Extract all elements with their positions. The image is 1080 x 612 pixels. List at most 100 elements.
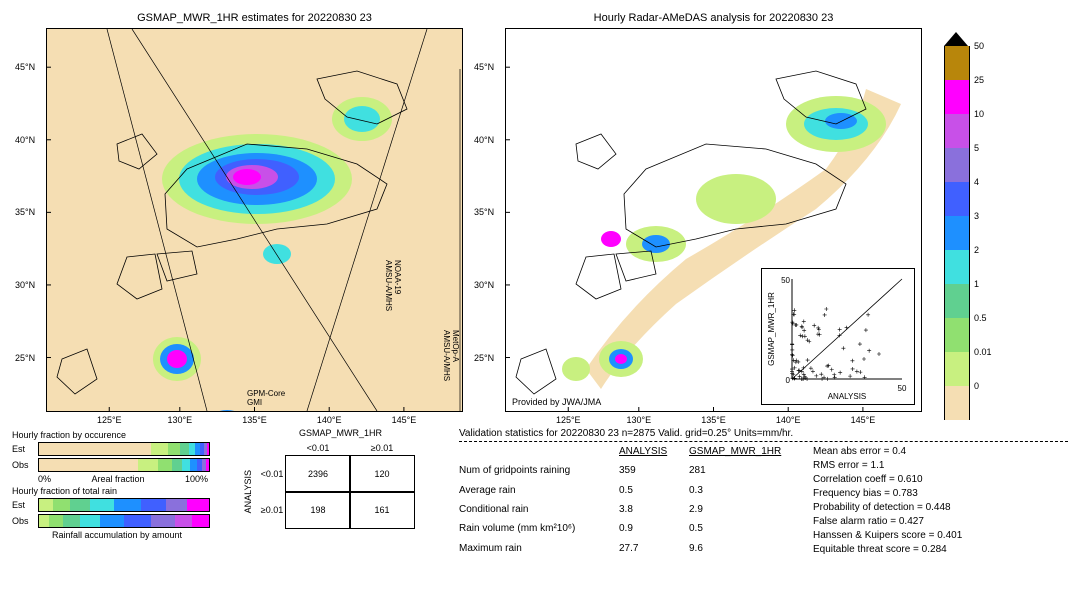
stats-metric: Equitable threat score = 0.284: [813, 544, 962, 555]
xtick-label: 145°E: [392, 415, 417, 425]
bottom-row: Hourly fraction by occurence Est Obs 0% …: [12, 428, 1068, 558]
ytick-label: 35°N: [15, 207, 35, 217]
ct-cell-01: 120: [349, 455, 415, 493]
right-map-title: Hourly Radar-AMeDAS analysis for 2022083…: [505, 12, 922, 24]
colorbar-tick: 2: [974, 245, 979, 255]
stats-cell: 0.5: [619, 485, 689, 500]
colorbar-arrow: [944, 32, 968, 46]
colorbar-tick: 25: [974, 75, 984, 85]
stats-col-header: ANALYSIS: [619, 446, 689, 461]
satellite-label: NOAA-19 AMSU-A/MHS: [384, 260, 402, 311]
colorbar-segment: [944, 216, 970, 250]
left-map-box: 45°N40°N35°N30°N25°N125°E130°E135°E140°E…: [46, 28, 463, 412]
bar-label-est: Est: [12, 444, 38, 454]
stats-cell: 281: [689, 465, 789, 480]
ytick-label: 45°N: [474, 62, 494, 72]
stats-cell: 0.3: [689, 485, 789, 500]
stats-col-header: GSMAP_MWR_1HR: [689, 446, 789, 461]
stats-cell: 27.7: [619, 543, 689, 558]
svg-text:0: 0: [786, 376, 791, 385]
ytick-label: 35°N: [474, 207, 494, 217]
ytick-label: 25°N: [15, 353, 35, 363]
ct-title: GSMAP_MWR_1HR: [238, 428, 443, 438]
xtick-label: 135°E: [242, 415, 267, 425]
stats-cell: 3.8: [619, 504, 689, 519]
ct-row-header-0: <0.01: [261, 469, 284, 479]
ct-col-header-1: ≥0.01: [371, 443, 393, 453]
stats-col-header: [459, 446, 619, 461]
colorbar-tick: 0.5: [974, 313, 987, 323]
colorbar-tick: 0.01: [974, 347, 992, 357]
stats-metric: Frequency bias = 0.783: [813, 488, 962, 499]
stats-header: Validation statistics for 20220830 23 n=…: [459, 428, 1068, 442]
xtick-label: 130°E: [167, 415, 192, 425]
stats-cell: 0.9: [619, 523, 689, 538]
colorbar-tick: 4: [974, 177, 979, 187]
ct-cell-00: 2396: [285, 455, 351, 493]
xtick-label: 145°E: [851, 415, 876, 425]
ytick-label: 30°N: [15, 280, 35, 290]
fraction-title-1: Hourly fraction by occurence: [12, 430, 222, 440]
svg-text:50: 50: [898, 384, 907, 393]
occ-est-bar: [38, 442, 210, 456]
colorbar-tick: 50: [974, 41, 984, 51]
right-map-box: 0 50 50 ANALYSIS GSMAP_MWR_1HR Provided …: [505, 28, 922, 412]
stats-table: ANALYSISGSMAP_MWR_1HRNum of gridpoints r…: [459, 446, 789, 558]
stats-metric: RMS error = 1.1: [813, 460, 962, 471]
stats-metric: Probability of detection = 0.448: [813, 502, 962, 513]
ct-row-header-1: ≥0.01: [261, 505, 283, 515]
ytick-label: 45°N: [15, 62, 35, 72]
stats-panel: Validation statistics for 20220830 23 n=…: [459, 428, 1068, 558]
xtick-label: 125°E: [556, 415, 581, 425]
stats-metric: Mean abs error = 0.4: [813, 446, 962, 457]
left-map-panel: GSMAP_MWR_1HR estimates for 20220830 23 …: [46, 12, 463, 420]
ytick-label: 40°N: [474, 135, 494, 145]
colorbar-tick: 10: [974, 109, 984, 119]
stats-cell: 2.9: [689, 504, 789, 519]
fraction-panel: Hourly fraction by occurence Est Obs 0% …: [12, 428, 222, 558]
ct-ylabel: ANALYSIS: [243, 470, 253, 513]
fraction-title-2: Hourly fraction of total rain: [12, 486, 222, 496]
scatter-svg: 0 50 50 ANALYSIS GSMAP_MWR_1HR: [762, 269, 912, 402]
xtick-label: 140°E: [776, 415, 801, 425]
stats-list: Mean abs error = 0.4 RMS error = 1.1 Corre…: [813, 446, 962, 558]
stats-metric: Correlation coeff = 0.610: [813, 474, 962, 485]
fraction-axis: 0% Areal fraction 100%: [38, 474, 208, 484]
scatter-inset: 0 50 50 ANALYSIS GSMAP_MWR_1HR: [761, 268, 915, 405]
colorbar: 502510543210.50.010: [944, 32, 968, 420]
stats-cell: Average rain: [459, 485, 619, 500]
ct-cell-10: 198: [285, 491, 351, 529]
colorbar-segment: [944, 318, 970, 352]
ytick-label: 30°N: [474, 280, 494, 290]
svg-text:50: 50: [781, 276, 790, 285]
stats-metric: False alarm ratio = 0.427: [813, 516, 962, 527]
colorbar-segment: [944, 182, 970, 216]
scatter-ylabel: GSMAP_MWR_1HR: [767, 292, 776, 366]
colorbar-segment: [944, 386, 970, 420]
right-map-panel: Hourly Radar-AMeDAS analysis for 2022083…: [505, 12, 922, 420]
stats-cell: Maximum rain: [459, 543, 619, 558]
colorbar-segment: [944, 114, 970, 148]
left-map-title: GSMAP_MWR_1HR estimates for 20220830 23: [46, 12, 463, 24]
colorbar-segment: [944, 46, 970, 80]
scatter-xlabel: ANALYSIS: [828, 392, 867, 401]
contingency-panel: GSMAP_MWR_1HR <0.01 ≥0.01 ANALYSIS <0.01…: [238, 428, 443, 558]
colorbar-segment: [944, 284, 970, 318]
rain-obs-bar: [38, 514, 210, 528]
xtick-label: 125°E: [97, 415, 122, 425]
stats-cell: Rain volume (mm km²10⁶): [459, 523, 619, 538]
ct-col-header-0: <0.01: [307, 443, 330, 453]
satellite-label: MetOp-A AMSU-A/MHS: [442, 330, 460, 381]
left-map-svg: [47, 29, 462, 411]
stats-metric: Hanssen & Kuipers score = 0.401: [813, 530, 962, 541]
colorbar-tick: 5: [974, 143, 979, 153]
stats-cell: 9.6: [689, 543, 789, 558]
colorbar-segment: [944, 80, 970, 114]
colorbar-segment: [944, 148, 970, 182]
top-row: GSMAP_MWR_1HR estimates for 20220830 23 …: [12, 12, 1068, 420]
stats-cell: 359: [619, 465, 689, 480]
colorbar-segment: [944, 250, 970, 284]
stats-cell: Conditional rain: [459, 504, 619, 519]
colorbar-tick: 1: [974, 279, 979, 289]
bar-label-obs: Obs: [12, 460, 38, 470]
